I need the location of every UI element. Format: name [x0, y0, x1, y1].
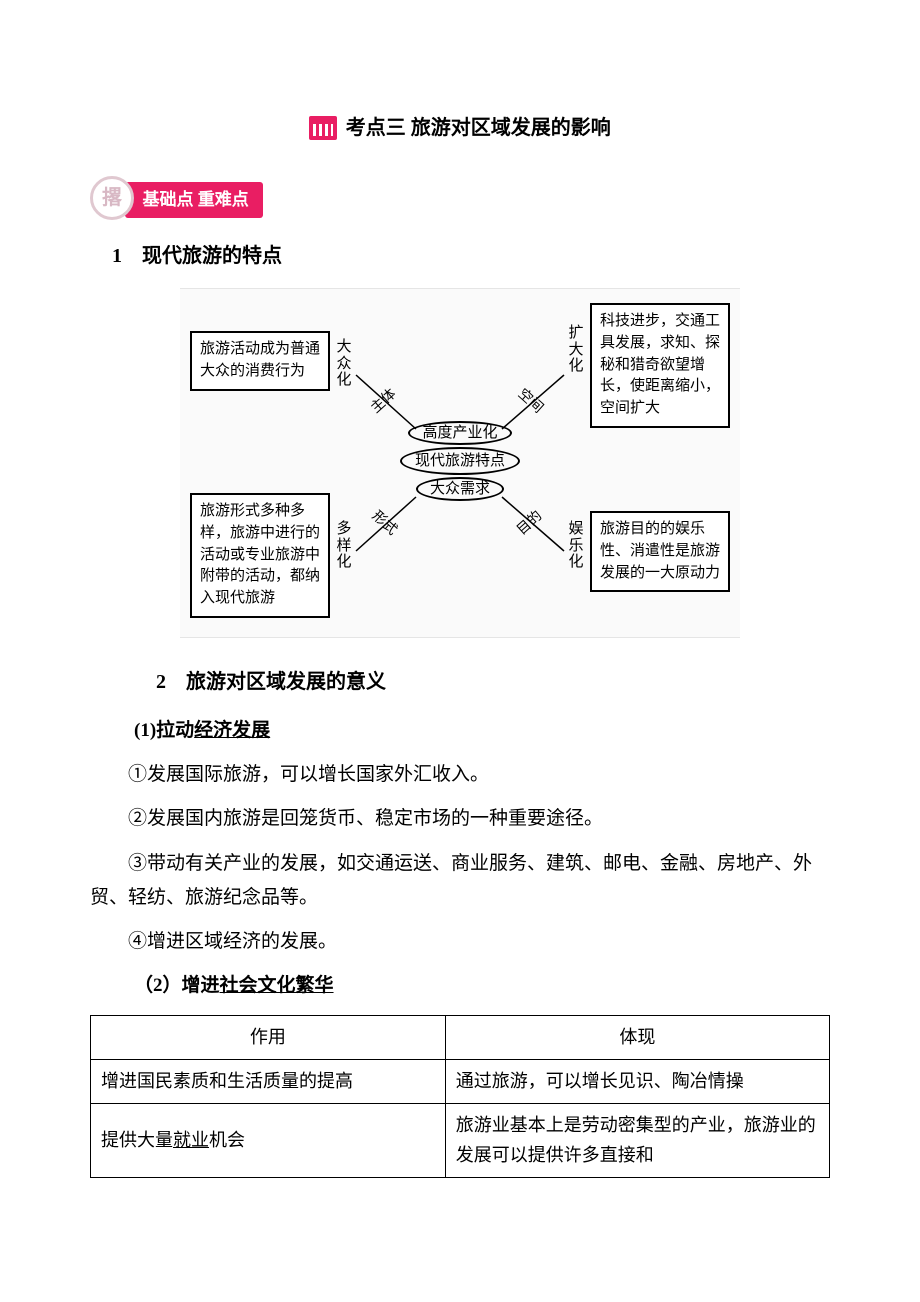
bullet-2: ②发展国内旅游是回笼货币、稳定市场的一种重要途径。 [90, 802, 830, 836]
table-row: 增进国民素质和生活质量的提高 通过旅游，可以增长见识、陶冶情操 [91, 1059, 830, 1103]
section2-p1: (1)拉动经济发展 [134, 714, 830, 748]
section1-heading: 1 现代旅游的特点 [112, 238, 830, 274]
p2-prefix: （2）增进 [134, 975, 220, 996]
badge-label: 基础点 重难点 [125, 182, 263, 219]
page-title: 考点三 旅游对区域发展的影响 [346, 117, 611, 139]
section-badge: 撂 基础点 重难点 [90, 176, 830, 220]
r2c1-pre: 提供大量 [101, 1130, 173, 1150]
diagram-tag-bl: 多样化 [336, 521, 352, 571]
p1-underline: 经济发展 [194, 720, 270, 741]
cell-r2c1: 提供大量就业机会 [91, 1103, 446, 1177]
th-1: 作用 [91, 1016, 446, 1060]
r2c1-post: 机会 [209, 1130, 245, 1150]
section2-p2: （2）增进社会文化繁华 [134, 969, 830, 1003]
page-title-row: 考点三 旅游对区域发展的影响 [90, 110, 830, 146]
table-row: 提供大量就业机会 旅游业基本上是劳动密集型的产业，旅游业的发展可以提供许多直接和 [91, 1103, 830, 1177]
diagram-center-2: 现代旅游特点 [400, 447, 520, 475]
table-header-row: 作用 体现 [91, 1016, 830, 1060]
bullet-3: ③带动有关产业的发展，如交通运送、商业服务、建筑、邮电、金融、房地产、外贸、轻纺… [90, 847, 830, 915]
th-2: 体现 [445, 1016, 829, 1060]
section2-heading: 2 旅游对区域发展的意义 [156, 664, 830, 700]
diagram-box-bl: 旅游形式多种多样，旅游中进行的活动或专业旅游中附带的活动，都纳入现代旅游 [190, 493, 330, 618]
diagram-center-1: 高度产业化 [408, 421, 512, 445]
cell-r1c1: 增进国民素质和生活质量的提高 [91, 1059, 446, 1103]
badge-circle: 撂 [90, 176, 134, 220]
diagram-center-3: 大众需求 [416, 477, 504, 501]
diagram-box-tl: 旅游活动成为普通大众的消费行为 [190, 331, 330, 391]
chart-icon [309, 116, 337, 140]
cell-r1c2: 通过旅游，可以增长见识、陶冶情操 [445, 1059, 829, 1103]
bullet-1: ①发展国际旅游，可以增长国家外汇收入。 [90, 758, 830, 792]
bullet-3-text: ③带动有关产业的发展，如交通运送、商业服务、建筑、邮电、金融、房地产、外贸、轻纺… [90, 853, 812, 908]
p1-prefix: (1)拉动 [134, 720, 194, 741]
diagram-tag-br: 娱乐化 [568, 521, 584, 571]
diagram-box-tr: 科技进步，交通工具发展，求知、探秘和猎奇欲望增长，使距离缩小，空间扩大 [590, 303, 730, 428]
diagram-tag-tl: 大众化 [336, 339, 352, 389]
diagram-tag-tr: 扩大化 [568, 325, 584, 375]
bullet-4: ④增进区域经济的发展。 [90, 925, 830, 959]
effects-table: 作用 体现 增进国民素质和生活质量的提高 通过旅游，可以增长见识、陶冶情操 提供… [90, 1015, 830, 1177]
p2-underline: 社会文化繁华 [220, 975, 334, 996]
concept-diagram: 旅游活动成为普通大众的消费行为 大众化 科技进步，交通工具发展，求知、探秘和猎奇… [180, 288, 740, 638]
cell-r2c2: 旅游业基本上是劳动密集型的产业，旅游业的发展可以提供许多直接和 [445, 1103, 829, 1177]
diagram-box-br: 旅游目的的娱乐性、消遣性是旅游发展的一大原动力 [590, 511, 730, 592]
r2c1-uline: 就业 [173, 1130, 209, 1150]
